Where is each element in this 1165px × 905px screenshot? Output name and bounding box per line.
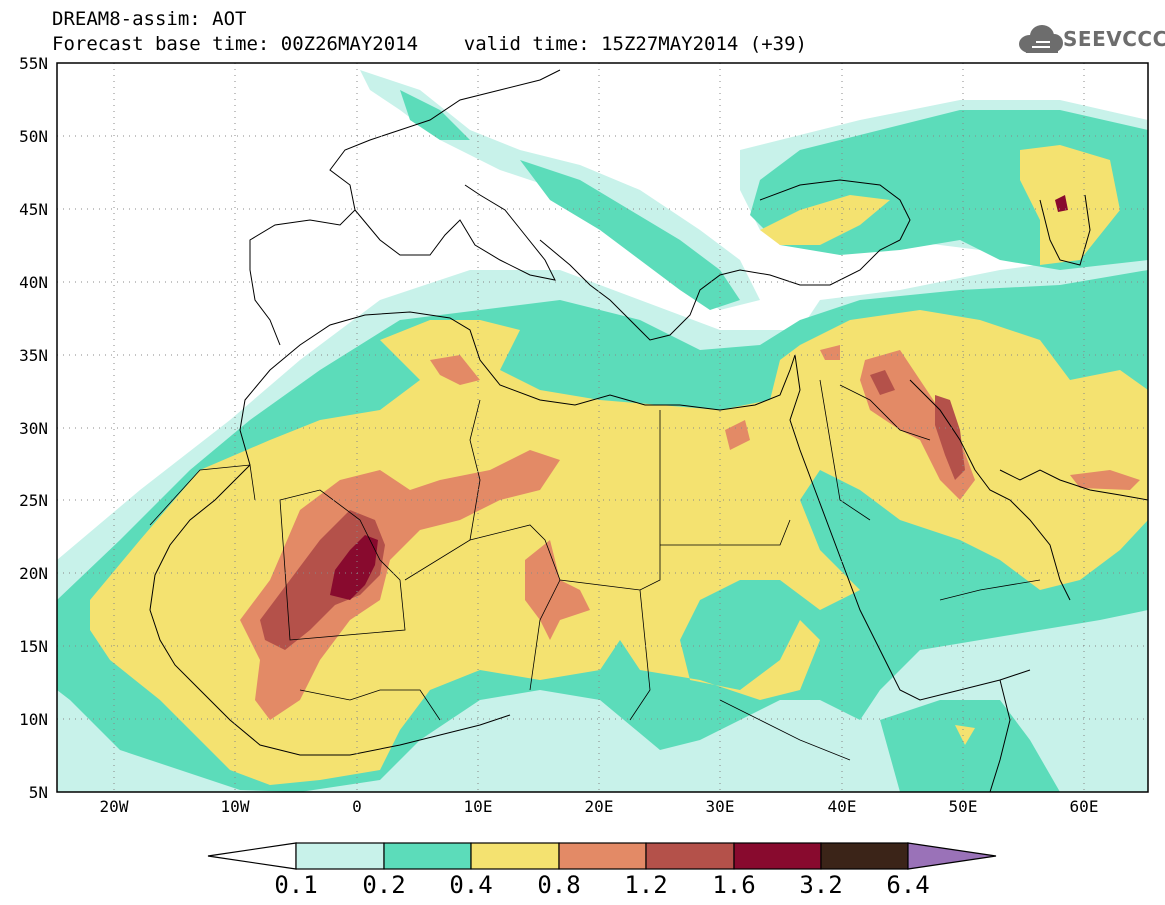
colorbar-segment [470,842,560,870]
lat-tick-label: 45N [19,200,48,219]
aot-shading [57,63,1148,792]
lon-tick-label: 40E [828,797,857,816]
lon-tick-label: 0 [352,797,362,816]
colorbar-segment [820,842,909,870]
colorbar-segment [383,842,472,870]
lat-tick-label: 55N [19,54,48,73]
colorbar-over-arrow [907,842,997,870]
lat-tick-label: 40N [19,273,48,292]
lat-tick-label: 35N [19,346,48,365]
lon-tick-label: 20E [585,797,614,816]
colorbar-segment [733,842,822,870]
aot-band-1.2 [260,370,965,650]
colorbar-segment [558,842,647,870]
lon-tick-label: 60E [1070,797,1099,816]
forecast-time-info: Forecast base time: 00Z26MAY2014 valid t… [52,33,807,55]
lat-tick-label: 25N [19,491,48,510]
country-borders [149,379,1041,761]
lon-tick-label: 30E [706,797,735,816]
lat-tick-label: 15N [19,637,48,656]
colorbar-label: 1.6 [712,871,755,899]
colorbar-under-arrow [207,842,297,870]
map-title: DREAM8-assim: AOT [52,8,247,30]
colorbar-label: 0.8 [537,871,580,899]
colorbar-label: 0.1 [274,871,317,899]
colorbar-label: 0.2 [362,871,405,899]
colorbar: 0.1 0.2 0.4 0.8 1.2 1.6 3.2 6.4 [207,842,997,899]
logo-text: SEEVCCC [1063,27,1165,51]
colorbar-label: 1.2 [624,871,667,899]
coastlines [149,69,1148,792]
colorbar-label: 6.4 [886,871,929,899]
lat-tick-label: 30N [19,419,48,438]
lon-tick-label: 10E [464,797,493,816]
lon-axis: 20W 10W 0 10E 20E 30E 40E 50E 60E [100,797,1099,816]
seevccc-logo [1019,25,1063,53]
aot-band-1.6 [330,195,1068,600]
colorbar-segment [645,842,735,870]
map-frame [56,62,1149,793]
lat-tick-label: 5N [29,783,48,802]
lon-tick-label: 20W [100,797,129,816]
colorbar-label: 3.2 [799,871,842,899]
lat-tick-label: 20N [19,564,48,583]
lat-tick-label: 10N [19,710,48,729]
colorbar-label: 0.4 [449,871,492,899]
colorbar-segment [295,842,385,870]
lat-axis: 55N 50N 45N 40N 35N 30N 25N 20N 15N 10N … [19,54,48,802]
lon-tick-label: 50E [949,797,978,816]
lat-tick-label: 50N [19,127,48,146]
lon-tick-label: 10W [221,797,250,816]
aot-band-0.4 [90,145,1148,785]
